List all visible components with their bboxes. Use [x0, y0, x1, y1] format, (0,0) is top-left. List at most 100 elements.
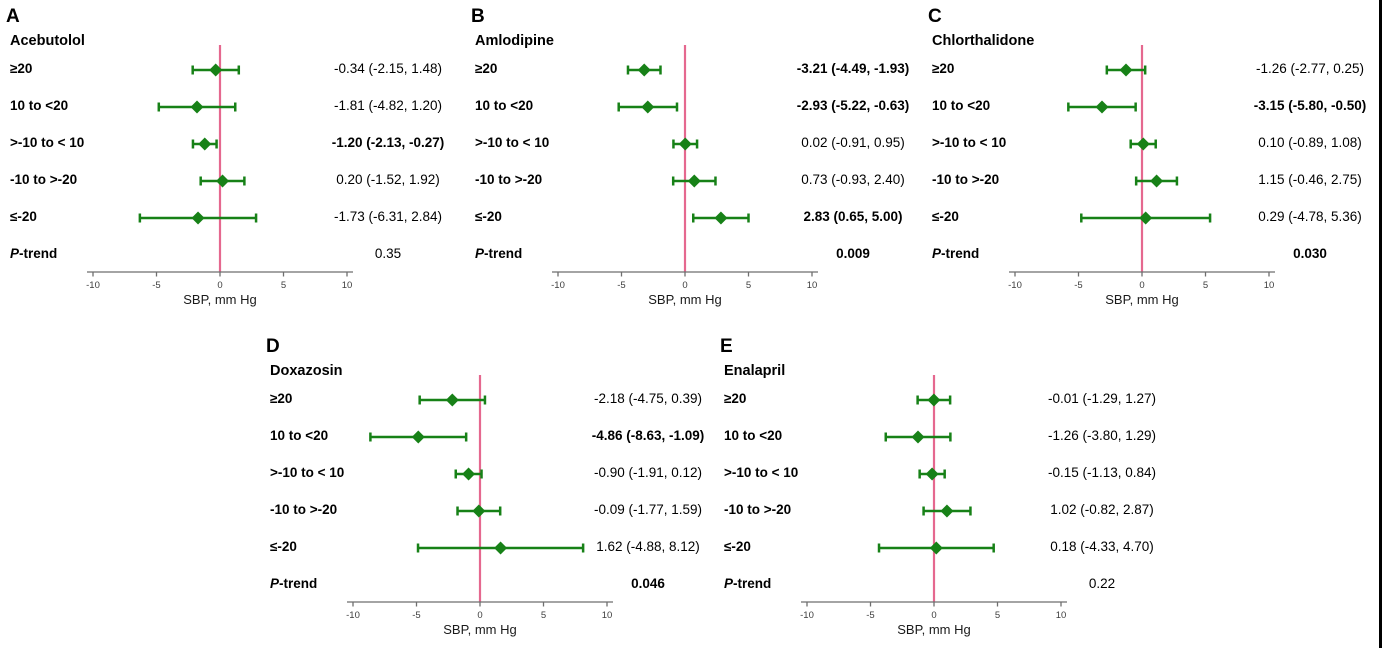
p-trend-value: 0.030	[1293, 246, 1327, 261]
row-estimate: -0.15 (-1.13, 0.84)	[1047, 465, 1157, 480]
row-estimate: 0.20 (-1.52, 1.92)	[336, 172, 440, 187]
forest-plot-b: -10 -5 0 5 10	[551, 45, 818, 291]
p-rest: -trend	[279, 576, 318, 591]
p-italic: P	[932, 246, 942, 261]
x-tick-label: -5	[866, 610, 874, 621]
row-estimate: -1.26 (-3.80, 1.29)	[1047, 428, 1157, 443]
p-trend-value: 0.35	[374, 246, 402, 261]
point-estimate-diamond	[641, 100, 655, 114]
panel-letter-a: A	[6, 6, 20, 27]
row-label: -10 to >-20	[724, 502, 792, 517]
x-tick-label: 5	[541, 610, 546, 621]
x-tick-label: 5	[1203, 280, 1208, 291]
row-label: 10 to <20	[932, 98, 991, 113]
x-tick-label: -5	[617, 280, 625, 291]
row-estimate: 1.62 (-4.88, 8.12)	[596, 539, 700, 554]
point-estimate-diamond	[929, 541, 943, 555]
row-label: ≥20	[10, 61, 33, 76]
row-label: -10 to >-20	[475, 172, 543, 187]
panel-amlodipine: -10 -5 0 5 10 B Amlodipine ≥20 10 to <20 >-1…	[465, 0, 927, 324]
point-estimate-diamond	[714, 211, 728, 225]
p-italic: P	[724, 576, 734, 591]
x-tick-label: -10	[800, 610, 814, 621]
point-estimate-diamond	[445, 393, 459, 407]
row-estimate: -0.90 (-1.91, 0.12)	[593, 465, 703, 480]
point-estimate-diamond	[1095, 100, 1109, 114]
row-label: >-10 to < 10	[724, 465, 799, 480]
point-estimate-diamond	[925, 467, 939, 481]
drug-name-enalapril: Enalapril	[724, 363, 786, 379]
row-estimate: 0.29 (-4.78, 5.36)	[1258, 209, 1362, 224]
row-label: >-10 to < 10	[10, 135, 85, 150]
x-tick-label: -10	[346, 610, 360, 621]
x-tick-label: 5	[746, 280, 751, 291]
point-estimate-diamond	[1136, 137, 1150, 151]
x-tick-label: 0	[217, 280, 222, 291]
row-estimate: -3.15 (-5.80, -0.50)	[1253, 98, 1367, 113]
point-estimate-diamond	[927, 393, 941, 407]
point-estimate-diamond	[1150, 174, 1164, 188]
x-tick-label: 5	[995, 610, 1000, 621]
x-tick-label: -10	[86, 280, 100, 291]
point-estimate-diamond	[216, 174, 230, 188]
row-estimate: 0.73 (-0.93, 2.40)	[801, 172, 905, 187]
x-axis-title: SBP, mm Hg	[1105, 292, 1179, 307]
row-estimate: -3.21 (-4.49, -1.93)	[796, 61, 910, 76]
row-label: >-10 to < 10	[475, 135, 550, 150]
row-estimate: -4.86 (-8.63, -1.09)	[591, 428, 705, 443]
row-label: -10 to >-20	[270, 502, 338, 517]
row-label: >-10 to < 10	[270, 465, 345, 480]
panel-letter-d: D	[266, 336, 280, 357]
row-label: ≤-20	[270, 539, 297, 554]
row-label: 10 to <20	[270, 428, 329, 443]
point-estimate-diamond	[1139, 211, 1153, 225]
panel-acebutolol: -10 -5 0 5 10 A Acebutolol ≥20 10 to <20 >-1…	[0, 0, 462, 324]
row-label: ≤-20	[932, 209, 959, 224]
row-label: -10 to >-20	[10, 172, 78, 187]
row-estimate: -1.26 (-2.77, 0.25)	[1255, 61, 1365, 76]
p-italic: P	[10, 246, 20, 261]
p-trend-value: 0.22	[1088, 576, 1116, 591]
p-trend-label: P-trend	[932, 246, 1050, 261]
row-estimate: -1.81 (-4.82, 1.20)	[333, 98, 443, 113]
x-tick-label: 10	[1264, 280, 1275, 291]
row-label: ≥20	[475, 61, 498, 76]
row-label: >-10 to < 10	[932, 135, 1007, 150]
panel-chlorthalidone: -10 -5 0 5 10 C Chlorthalidone ≥20 10 to <20…	[922, 0, 1384, 324]
row-label: 10 to <20	[724, 428, 783, 443]
point-estimate-diamond	[678, 137, 692, 151]
point-estimate-diamond	[191, 211, 205, 225]
x-tick-label: 10	[602, 610, 613, 621]
p-trend-label: P-trend	[724, 576, 842, 591]
forest-plot-d: -10 -5 0 5 10	[346, 375, 613, 621]
drug-name-doxazosin: Doxazosin	[270, 363, 343, 379]
p-trend-value: 0.009	[836, 246, 870, 261]
row-label: ≤-20	[724, 539, 751, 554]
row-label: ≥20	[270, 391, 293, 406]
point-estimate-diamond	[940, 504, 954, 518]
point-estimate-diamond	[911, 430, 925, 444]
point-estimate-diamond	[190, 100, 204, 114]
point-estimate-diamond	[637, 63, 651, 77]
row-label: 10 to <20	[475, 98, 534, 113]
drug-name-amlodipine: Amlodipine	[475, 33, 554, 49]
forest-plot-c: -10 -5 0 5 10	[1008, 45, 1275, 291]
p-trend-label: P-trend	[10, 246, 128, 261]
row-estimate: -0.01 (-1.29, 1.27)	[1047, 391, 1157, 406]
point-estimate-diamond	[687, 174, 701, 188]
row-label: ≤-20	[475, 209, 502, 224]
x-tick-label: -5	[412, 610, 420, 621]
row-estimate: 1.15 (-0.46, 2.75)	[1258, 172, 1362, 187]
row-estimate: -0.34 (-2.15, 1.48)	[333, 61, 443, 76]
row-estimate: -1.73 (-6.31, 2.84)	[333, 209, 443, 224]
x-tick-label: -10	[1008, 280, 1022, 291]
x-tick-label: 10	[1056, 610, 1067, 621]
p-trend-label: P-trend	[475, 246, 593, 261]
x-tick-label: 0	[931, 610, 936, 621]
point-estimate-diamond	[494, 541, 508, 555]
row-estimate: -2.93 (-5.22, -0.63)	[796, 98, 910, 113]
row-label: -10 to >-20	[932, 172, 1000, 187]
row-label: 10 to <20	[10, 98, 69, 113]
p-rest: -trend	[19, 246, 58, 261]
